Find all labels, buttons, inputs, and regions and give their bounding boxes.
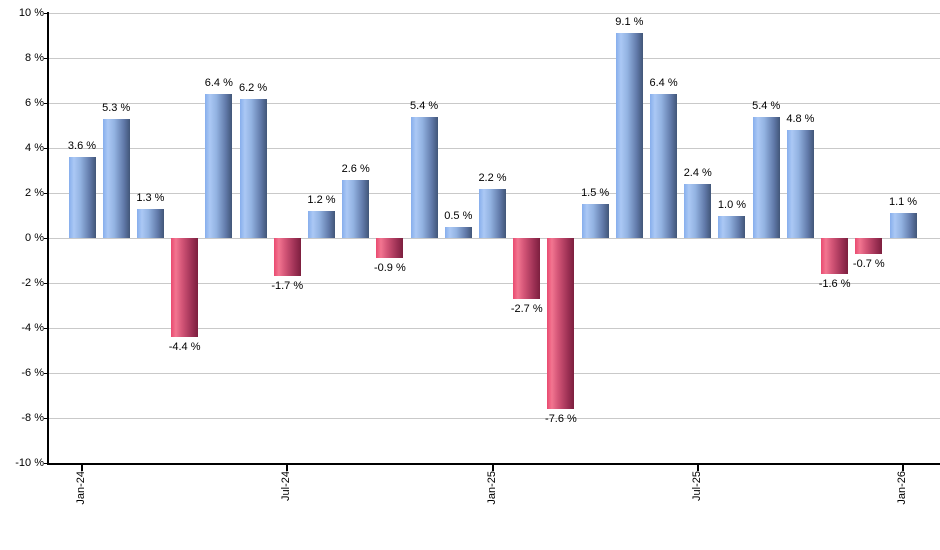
gridline	[48, 13, 940, 14]
gridline	[48, 238, 940, 239]
bar-positive	[650, 94, 678, 238]
bar-value-label: 6.2 %	[238, 81, 268, 94]
gridline	[48, 103, 940, 104]
bar-value-label: -1.7 %	[271, 280, 304, 293]
bar-value-label: -0.9 %	[373, 262, 406, 275]
x-axis-tick	[491, 465, 494, 471]
x-axis-tick-label: Jan-25	[485, 471, 498, 505]
x-axis-tick-label: Jul-24	[280, 471, 293, 501]
y-axis-tick-label: -6 %	[21, 367, 44, 379]
x-axis-tick-label: Jul-25	[690, 471, 703, 501]
bar-positive	[786, 130, 814, 238]
x-axis-tick	[286, 465, 289, 471]
bar-value-label: 1.2 %	[307, 194, 336, 206]
bar-positive	[889, 213, 917, 238]
x-axis-tick	[902, 465, 905, 471]
bar-value-label: 6.4 %	[649, 77, 678, 89]
bar-positive	[444, 226, 472, 238]
bar-value-label: 2.6 %	[341, 162, 370, 175]
y-axis-tick-label: 2 %	[25, 187, 44, 199]
y-axis-tick	[44, 328, 48, 329]
y-axis-tick	[44, 373, 48, 374]
bar-positive	[752, 116, 780, 238]
bar-negative	[513, 238, 541, 299]
y-axis-tick	[44, 418, 48, 419]
bar-positive	[102, 118, 130, 238]
bar-value-label: -4.4 %	[168, 341, 201, 353]
bar-value-label: 5.4 %	[410, 99, 439, 112]
bar-negative	[376, 238, 404, 259]
y-axis-tick	[44, 193, 48, 194]
bar-positive	[68, 157, 96, 238]
bar-positive	[342, 179, 370, 238]
y-axis-tick	[44, 283, 48, 284]
bar-positive	[684, 184, 712, 238]
bar-value-label: 5.3 %	[102, 101, 131, 114]
gridline	[48, 148, 940, 149]
gridline	[48, 418, 940, 419]
y-axis-tick	[44, 148, 48, 149]
bar-negative	[547, 238, 575, 409]
bar-positive	[239, 98, 267, 238]
x-axis-tick-label: Jan-24	[75, 471, 87, 505]
bar-value-label: 5.4 %	[752, 99, 781, 112]
y-axis-tick-label: 10 %	[18, 7, 44, 19]
bar-positive	[718, 215, 746, 238]
y-axis-line	[47, 12, 49, 464]
x-axis-tick	[81, 465, 83, 471]
x-axis-tick-label: Jan-26	[896, 471, 909, 505]
bar-value-label: 2.4 %	[683, 167, 712, 179]
y-axis-tick	[44, 13, 48, 14]
y-axis-tick-label: -10 %	[15, 457, 44, 469]
bar-value-label: 9.1 %	[615, 16, 644, 29]
bar-value-label: 1.3 %	[136, 191, 165, 204]
x-axis-tick	[696, 465, 699, 471]
bar-value-label: 1.5 %	[581, 187, 610, 200]
y-axis-tick-label: -2 %	[21, 277, 44, 289]
y-axis-tick	[44, 58, 48, 59]
gridline	[48, 328, 940, 329]
gridline	[48, 58, 940, 59]
y-axis-tick-label: 6 %	[25, 97, 44, 109]
gridline	[48, 283, 940, 284]
bar-value-label: 1.1 %	[888, 196, 918, 209]
y-axis-tick-label: 8 %	[25, 52, 44, 64]
bar-value-label: 3.6 %	[67, 140, 97, 152]
bar-positive	[615, 33, 643, 238]
bar-value-label: 6.4 %	[204, 77, 233, 89]
bar-positive	[136, 208, 164, 238]
bar-negative	[821, 238, 849, 274]
y-axis-tick-label: -4 %	[21, 322, 44, 334]
y-axis-tick-label: -8 %	[21, 412, 44, 424]
x-axis-line	[47, 463, 940, 465]
y-axis-tick	[44, 463, 48, 464]
bar-positive	[479, 188, 507, 238]
y-axis-tick	[44, 103, 48, 104]
bar-negative	[273, 238, 301, 277]
bar-negative	[171, 238, 199, 337]
bar-value-label: 4.8 %	[786, 113, 815, 125]
bar-positive	[410, 116, 438, 238]
bar-negative	[855, 238, 883, 254]
bar-value-label: 2.2 %	[478, 171, 507, 184]
bar-positive	[307, 211, 335, 238]
bar-positive	[581, 204, 609, 238]
bar-value-label: -1.6 %	[818, 278, 851, 290]
bar-value-label: -7.6 %	[545, 413, 577, 425]
bar-value-label: 1.0 %	[717, 198, 747, 211]
y-axis-tick-label: 0 %	[25, 232, 44, 244]
bar-positive	[205, 94, 233, 238]
bar-value-label: -2.7 %	[510, 302, 543, 315]
y-axis-tick	[44, 238, 48, 239]
gridline	[48, 373, 940, 374]
bar-value-label: -0.7 %	[852, 257, 885, 270]
bar-value-label: 0.5 %	[444, 209, 473, 222]
y-axis-tick-label: 4 %	[25, 142, 44, 154]
